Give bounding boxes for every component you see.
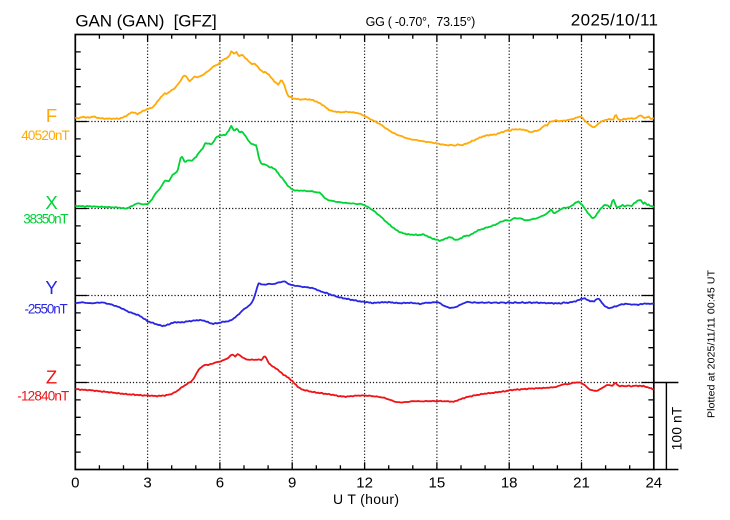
svg-text:40520nT: 40520nT: [21, 128, 70, 143]
svg-text:12: 12: [356, 475, 373, 492]
svg-text:2025/10/11: 2025/10/11: [571, 11, 658, 30]
svg-text:15: 15: [429, 475, 446, 492]
svg-text:Plotted at 2025/11/11 00:45 UT: Plotted at 2025/11/11 00:45 UT: [706, 269, 718, 418]
svg-text:18: 18: [501, 475, 518, 492]
svg-text:38350nT: 38350nT: [23, 212, 68, 227]
svg-text:Z: Z: [46, 367, 57, 388]
svg-text:24: 24: [645, 475, 662, 492]
svg-text:6: 6: [216, 475, 224, 492]
svg-text:X: X: [45, 192, 57, 213]
svg-text:Y: Y: [45, 277, 57, 298]
svg-text:0: 0: [71, 475, 79, 492]
svg-text:100 nT: 100 nT: [670, 407, 685, 451]
svg-text:-2550nT: -2550nT: [25, 302, 68, 317]
svg-text:GAN (GAN) [GFZ]: GAN (GAN) [GFZ]: [75, 11, 216, 30]
svg-text:9: 9: [288, 475, 296, 492]
svg-text:U T (hour): U T (hour): [333, 491, 399, 507]
svg-text:F: F: [46, 105, 57, 126]
svg-text:GG ( -0.70°, 73.15°): GG ( -0.70°, 73.15°): [366, 15, 476, 29]
svg-text:-12840nT: -12840nT: [17, 389, 69, 404]
svg-text:21: 21: [573, 475, 590, 492]
svg-text:3: 3: [143, 475, 151, 492]
